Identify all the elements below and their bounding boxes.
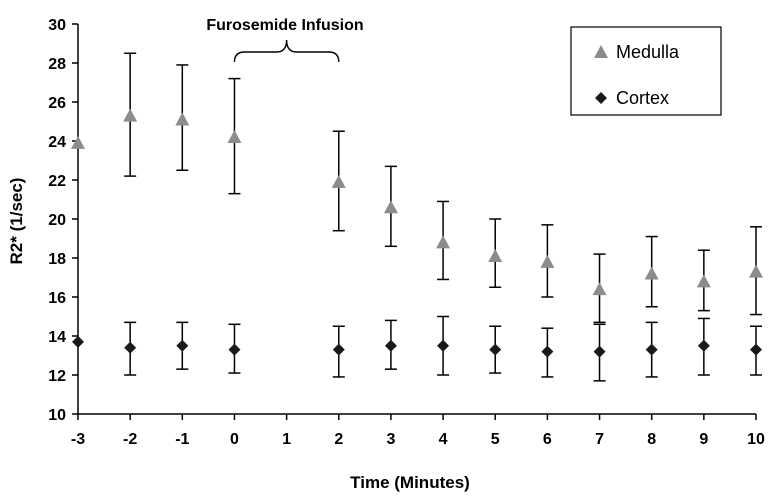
annotation-brace bbox=[233, 39, 340, 63]
y-tick-label: 18 bbox=[48, 251, 66, 268]
data-point-medulla bbox=[488, 249, 503, 262]
data-point-cortex bbox=[750, 343, 762, 356]
data-point-medulla bbox=[696, 274, 711, 288]
x-tick-label: 4 bbox=[439, 431, 448, 448]
data-point-cortex bbox=[228, 343, 241, 356]
data-markers bbox=[71, 108, 763, 358]
data-point-medulla bbox=[592, 282, 607, 296]
data-point-cortex bbox=[332, 343, 345, 356]
data-point-cortex bbox=[489, 343, 502, 356]
legend-box bbox=[570, 26, 722, 116]
data-point-cortex bbox=[176, 339, 189, 352]
x-tick-label: 8 bbox=[647, 431, 656, 448]
annotation-layer bbox=[233, 39, 340, 63]
x-tick-label: -3 bbox=[71, 431, 85, 448]
data-point-medulla bbox=[436, 235, 451, 249]
y-tick-label: 20 bbox=[48, 212, 66, 229]
x-tick-label: -2 bbox=[123, 431, 137, 448]
y-tick-label: 10 bbox=[48, 407, 66, 424]
data-point-medulla bbox=[123, 108, 138, 122]
data-point-medulla bbox=[644, 266, 659, 280]
x-tick-label: 9 bbox=[699, 431, 708, 448]
x-tick-label: 2 bbox=[334, 431, 343, 448]
x-tick-label: 3 bbox=[386, 431, 395, 448]
x-tick-label: 5 bbox=[491, 431, 500, 448]
y-tick-label: 30 bbox=[48, 17, 66, 34]
x-tick-label: 7 bbox=[595, 431, 604, 448]
y-axis-title: R2* (1/sec) bbox=[7, 178, 26, 265]
data-point-medulla bbox=[749, 264, 763, 278]
data-point-medulla bbox=[331, 174, 346, 188]
x-tick-label: 0 bbox=[230, 431, 239, 448]
data-point-medulla bbox=[175, 112, 190, 126]
data-point-cortex bbox=[645, 343, 658, 356]
data-point-medulla bbox=[540, 254, 555, 268]
x-tick-label: 10 bbox=[747, 431, 765, 448]
legend-label-medulla: Medulla bbox=[616, 42, 680, 62]
data-point-medulla bbox=[383, 200, 398, 214]
data-point-cortex bbox=[384, 339, 397, 352]
y-tick-label: 28 bbox=[48, 56, 66, 73]
x-tick-label: 6 bbox=[543, 431, 552, 448]
annotation-text: Furosemide Infusion bbox=[206, 17, 363, 34]
axes-layer bbox=[72, 23, 757, 420]
legend: Medulla Cortex bbox=[570, 26, 722, 116]
data-point-cortex bbox=[72, 335, 84, 348]
y-tick-label: 24 bbox=[48, 134, 66, 151]
legend-label-cortex: Cortex bbox=[616, 88, 669, 108]
x-tick-label: -1 bbox=[175, 431, 189, 448]
y-tick-label: 16 bbox=[48, 290, 66, 307]
x-tick-label: 1 bbox=[282, 431, 291, 448]
legend-marker-medulla bbox=[594, 45, 608, 58]
data-point-medulla bbox=[71, 135, 85, 149]
data-point-cortex bbox=[437, 339, 450, 352]
data-point-medulla bbox=[227, 130, 242, 144]
data-point-cortex bbox=[593, 345, 606, 358]
y-tick-label: 22 bbox=[48, 173, 66, 190]
data-point-cortex bbox=[697, 339, 710, 352]
y-tick-label: 26 bbox=[48, 95, 66, 112]
x-axis-title: Time (Minutes) bbox=[350, 473, 470, 492]
data-point-cortex bbox=[124, 341, 137, 354]
data-point-cortex bbox=[541, 345, 554, 358]
legend-marker-cortex bbox=[595, 92, 607, 104]
y-tick-label: 12 bbox=[48, 368, 66, 385]
y-tick-label: 14 bbox=[48, 329, 66, 346]
